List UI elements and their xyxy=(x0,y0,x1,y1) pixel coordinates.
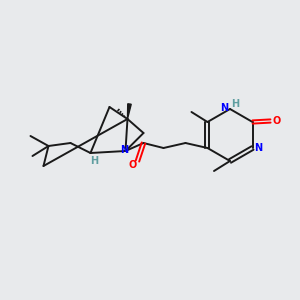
Polygon shape xyxy=(128,104,131,119)
Text: O: O xyxy=(128,160,136,170)
Text: H: H xyxy=(231,99,239,109)
Text: H: H xyxy=(90,156,98,166)
Text: N: N xyxy=(120,145,128,155)
Text: N: N xyxy=(220,103,228,113)
Text: O: O xyxy=(272,116,281,126)
Text: N: N xyxy=(254,143,262,153)
